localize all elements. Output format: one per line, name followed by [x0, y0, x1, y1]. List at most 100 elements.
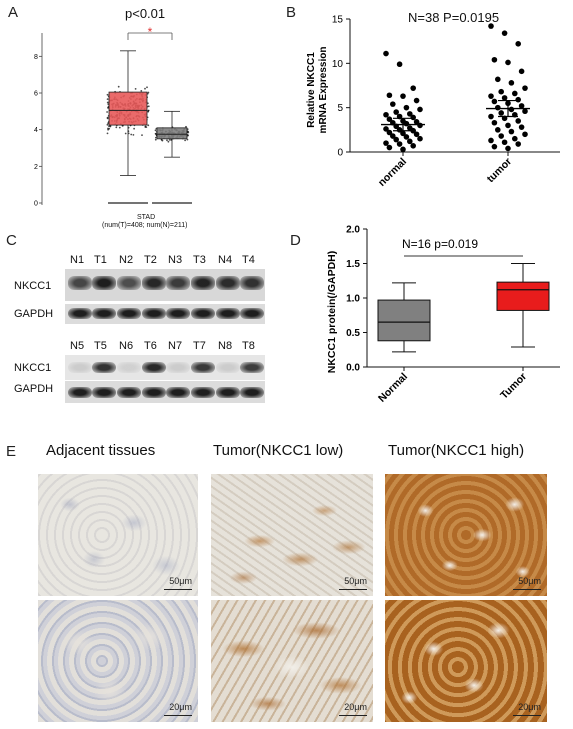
panel-d-xtick-label-1: Tumor — [498, 371, 529, 402]
panel-b-point — [390, 101, 396, 107]
blot-band-nkcc1-bottom — [92, 362, 116, 373]
panel-a-y-axis: 0 2 4 6 8 — [34, 33, 43, 208]
panel-b-point — [407, 138, 413, 145]
panel-b-xtick-label-1: tumor — [485, 156, 515, 186]
tissue-column-title-1: Adjacent tissues — [46, 442, 156, 459]
panel-a-point — [154, 129, 157, 132]
panel-a-point — [106, 98, 109, 100]
blot-band-nkcc1-top — [68, 276, 92, 290]
panel-b-point — [501, 139, 508, 146]
panel-b-point — [498, 88, 504, 95]
blot-band-gapdh-top — [166, 308, 190, 319]
ihc-high-20um: 20μm — [385, 600, 547, 722]
blot-band-gapdh-bottom — [191, 387, 215, 398]
blot-bottom-lane-label-5: T7 — [193, 340, 206, 352]
panel-b-point — [410, 127, 416, 134]
panel-b-point — [491, 56, 498, 63]
panel-letter-d: D — [290, 232, 301, 249]
panel-b-point — [488, 93, 494, 99]
panel-b-point — [417, 135, 423, 142]
blot-band-nkcc1-bottom — [117, 362, 141, 373]
panel-d-boxes — [377, 263, 550, 353]
panel-a-chart: 0 2 4 6 8 * — [34, 25, 192, 208]
blot-band-nkcc1-top — [216, 276, 240, 290]
blot-row-label-2: GAPDH — [14, 308, 54, 320]
panel-a-box-0 — [108, 91, 148, 126]
panel-b-point — [508, 80, 515, 86]
panel-a-point — [106, 111, 108, 113]
blot-row-label-4: GAPDH — [14, 383, 54, 395]
panel-b-point — [383, 111, 389, 118]
panel-a-point — [184, 139, 187, 142]
panel-b-point — [390, 133, 396, 139]
panel-b-ylabel-1: Relative NKCC1 — [306, 52, 317, 128]
panel-a-point — [144, 87, 146, 90]
ihc-low-50um: 50μm — [211, 474, 373, 596]
panel-b-point — [518, 68, 525, 75]
panel-b-point — [396, 61, 403, 68]
panel-b-point — [410, 142, 416, 149]
blot-band-gapdh-bottom — [240, 387, 264, 398]
blot-band-nkcc1-bottom — [166, 362, 190, 373]
panel-b-point — [383, 126, 389, 132]
panel-a-point — [154, 138, 157, 141]
panel-b-point — [512, 90, 518, 97]
blot-band-nkcc1-top — [117, 276, 141, 290]
panel-a-point — [187, 130, 190, 133]
panel-b-point — [386, 144, 393, 151]
panel-b-point — [410, 114, 416, 121]
panel-a-significance-bracket — [127, 32, 173, 40]
blot-row-label-1: NKCC1 — [14, 280, 52, 292]
blot-band-gapdh-top — [92, 308, 116, 319]
panel-d-ytick-label-0: 0.0 — [346, 363, 360, 374]
panel-d-stat: N=16 p=0.019 — [402, 237, 478, 251]
panel-a-point — [147, 105, 150, 108]
blot-bottom-lane-label-4: N7 — [168, 340, 183, 352]
panel-a-point — [118, 126, 121, 129]
panel-b-point — [515, 96, 521, 103]
blot-top-lane-label-6: N4 — [218, 254, 233, 266]
blot-band-gapdh-top — [191, 308, 215, 319]
panel-d-ytick-label-3: 1.5 — [346, 259, 360, 270]
panel-a-xlabel: STAD — [137, 214, 156, 221]
blot-band-nkcc1-bottom — [216, 362, 240, 373]
blot-band-nkcc1-bottom — [142, 362, 166, 373]
panel-b-point — [400, 130, 406, 137]
panel-a-point — [115, 126, 118, 129]
panel-b-point — [413, 131, 420, 138]
blot-band-nkcc1-bottom — [191, 362, 215, 373]
panel-a-ytick-label-3: 6 — [34, 91, 38, 98]
panel-b-point — [495, 104, 501, 111]
panel-b-point — [518, 103, 525, 109]
panel-b-point — [410, 85, 416, 91]
panel-d-ytick-label-1: 0.5 — [346, 328, 360, 339]
panel-b-point — [498, 110, 504, 116]
panel-b-point — [491, 143, 498, 150]
panel-b-ylabel-2: mRNA Expression — [318, 47, 329, 134]
panel-b-point — [508, 128, 515, 135]
panel-a-point — [132, 134, 135, 136]
panel-d-ytick-label-2: 1.0 — [346, 294, 360, 305]
blot-band-nkcc1-bottom — [240, 362, 264, 373]
ihc-adjacent-50um: 50μm — [38, 474, 198, 596]
panel-a-point — [185, 125, 187, 128]
panel-b-ytick-label-0: 0 — [337, 148, 343, 159]
panel-b-point — [383, 140, 389, 146]
panel-a-ytick-label-4: 8 — [34, 54, 38, 61]
panel-b-point — [413, 97, 420, 104]
blot-top-lane-label-7: T4 — [242, 254, 255, 266]
panel-b-point — [505, 122, 511, 129]
panel-b-point — [508, 106, 515, 113]
panel-a-point — [108, 127, 111, 130]
ihc-low-20um: 20μm — [211, 600, 373, 722]
blot-band-gapdh-bottom — [117, 387, 141, 398]
panel-b-point — [495, 76, 501, 83]
blot-bottom-lane-label-0: N5 — [70, 340, 85, 352]
blot-band-gapdh-bottom — [92, 387, 116, 398]
panel-b-point — [512, 135, 518, 142]
blot-band-nkcc1-top — [92, 276, 116, 290]
blot-band-gapdh-top — [216, 308, 240, 319]
panel-b-point — [488, 23, 494, 29]
blot-row-label-3: NKCC1 — [14, 362, 52, 374]
panel-a-point — [117, 85, 120, 88]
